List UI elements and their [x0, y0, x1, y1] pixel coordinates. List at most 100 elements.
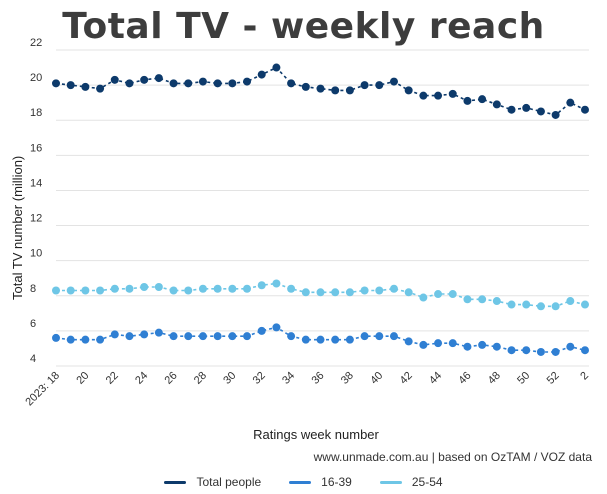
data-point[interactable] [228, 284, 237, 293]
data-point[interactable] [448, 89, 457, 98]
data-point[interactable] [287, 79, 296, 88]
data-point[interactable] [434, 91, 443, 100]
data-point[interactable] [52, 79, 60, 88]
data-point[interactable] [492, 100, 501, 109]
data-point[interactable] [536, 347, 545, 356]
data-point[interactable] [551, 302, 560, 311]
data-point[interactable] [198, 77, 207, 86]
data-point[interactable] [272, 63, 281, 72]
data-point[interactable] [507, 346, 516, 355]
data-point[interactable] [66, 81, 75, 90]
data-point[interactable] [507, 300, 516, 309]
data-point[interactable] [52, 333, 60, 342]
data-point[interactable] [389, 77, 398, 86]
data-point[interactable] [463, 342, 472, 351]
data-point[interactable] [301, 82, 310, 91]
data-point[interactable] [478, 295, 487, 304]
data-point[interactable] [287, 284, 296, 293]
data-point[interactable] [169, 286, 178, 295]
data-point[interactable] [140, 75, 149, 84]
data-point[interactable] [96, 335, 105, 344]
data-point[interactable] [404, 337, 413, 346]
data-point[interactable] [243, 77, 252, 86]
data-point[interactable] [536, 302, 545, 311]
data-point[interactable] [301, 335, 310, 344]
data-point[interactable] [478, 340, 487, 349]
data-point[interactable] [52, 286, 60, 295]
data-point[interactable] [492, 342, 501, 351]
data-point[interactable] [257, 70, 266, 79]
legend-item-25-54[interactable]: 25-54 [379, 475, 443, 489]
data-point[interactable] [301, 288, 310, 297]
data-point[interactable] [272, 279, 281, 288]
data-point[interactable] [375, 332, 384, 341]
data-point[interactable] [169, 79, 178, 88]
data-point[interactable] [66, 335, 75, 344]
data-point[interactable] [404, 288, 413, 297]
data-point[interactable] [140, 283, 149, 291]
data-point[interactable] [213, 79, 222, 88]
legend-item-total-people[interactable]: Total people [164, 475, 261, 489]
data-point[interactable] [331, 288, 340, 297]
data-point[interactable] [389, 284, 398, 293]
data-point[interactable] [536, 107, 545, 116]
data-point[interactable] [375, 286, 384, 295]
data-point[interactable] [228, 79, 237, 88]
data-point[interactable] [345, 288, 354, 297]
data-point[interactable] [434, 290, 443, 299]
data-point[interactable] [154, 283, 163, 291]
data-point[interactable] [551, 110, 560, 119]
data-point[interactable] [345, 86, 354, 95]
data-point[interactable] [581, 346, 589, 355]
data-point[interactable] [566, 297, 575, 306]
data-point[interactable] [213, 284, 222, 293]
data-point[interactable] [81, 286, 90, 295]
data-point[interactable] [507, 105, 516, 114]
data-point[interactable] [154, 328, 163, 337]
data-point[interactable] [419, 91, 428, 100]
data-point[interactable] [110, 75, 119, 84]
data-point[interactable] [419, 340, 428, 349]
legend-item-16-39[interactable]: 16-39 [289, 475, 352, 489]
data-point[interactable] [110, 330, 119, 339]
data-point[interactable] [434, 339, 443, 348]
data-point[interactable] [316, 288, 325, 297]
data-point[interactable] [331, 86, 340, 95]
data-point[interactable] [96, 286, 105, 295]
data-point[interactable] [360, 332, 369, 341]
data-point[interactable] [81, 335, 90, 344]
data-point[interactable] [522, 346, 531, 355]
data-point[interactable] [243, 284, 252, 293]
data-point[interactable] [272, 323, 281, 332]
data-point[interactable] [375, 81, 384, 90]
data-point[interactable] [81, 82, 90, 91]
data-point[interactable] [316, 84, 325, 93]
data-point[interactable] [66, 286, 75, 295]
data-point[interactable] [463, 295, 472, 304]
data-point[interactable] [96, 84, 105, 93]
data-point[interactable] [551, 347, 560, 356]
data-point[interactable] [257, 281, 266, 290]
data-point[interactable] [243, 332, 252, 341]
data-point[interactable] [140, 330, 149, 339]
data-point[interactable] [566, 342, 575, 351]
data-point[interactable] [110, 284, 119, 293]
data-point[interactable] [566, 98, 575, 107]
data-point[interactable] [154, 74, 163, 83]
data-point[interactable] [198, 332, 207, 341]
data-point[interactable] [125, 284, 134, 293]
data-point[interactable] [389, 332, 398, 341]
data-point[interactable] [345, 335, 354, 344]
data-point[interactable] [492, 297, 501, 306]
data-point[interactable] [257, 326, 266, 335]
data-point[interactable] [198, 284, 207, 293]
data-point[interactable] [522, 103, 531, 112]
data-point[interactable] [125, 332, 134, 341]
data-point[interactable] [169, 332, 178, 341]
data-point[interactable] [316, 335, 325, 344]
data-point[interactable] [522, 300, 531, 309]
data-point[interactable] [581, 105, 589, 114]
data-point[interactable] [463, 96, 472, 105]
data-point[interactable] [125, 79, 134, 88]
data-point[interactable] [184, 332, 193, 341]
